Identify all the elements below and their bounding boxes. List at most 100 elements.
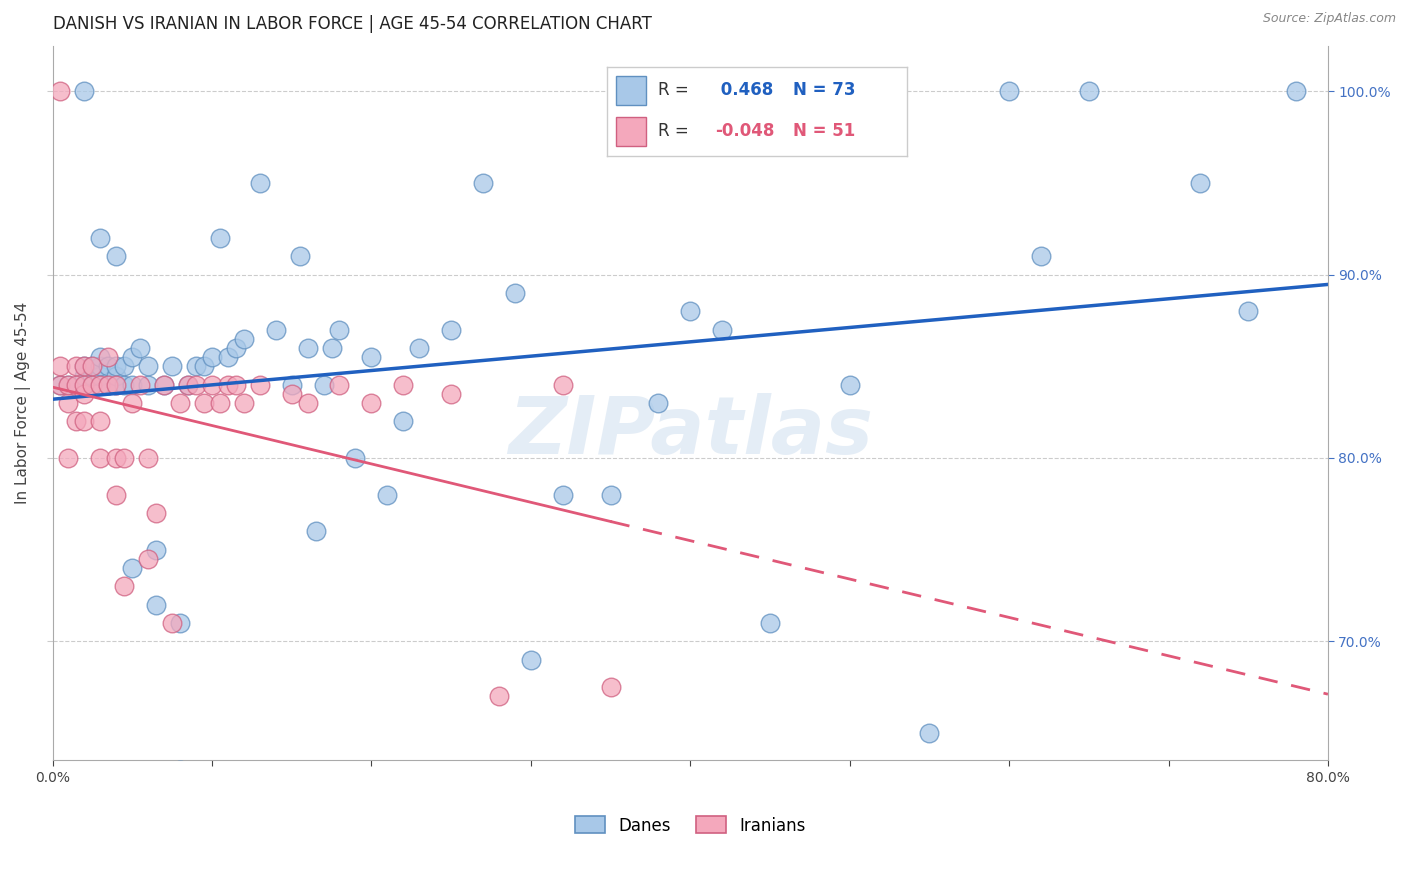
Point: [89, 414, 111, 428]
Point: [918, 726, 941, 740]
Point: [551, 488, 574, 502]
Point: [89, 368, 111, 383]
Y-axis label: In Labor Force | Age 45-54: In Labor Force | Age 45-54: [15, 301, 31, 504]
Text: Source: ZipAtlas.com: Source: ZipAtlas.com: [1263, 12, 1396, 25]
Point: [121, 561, 143, 575]
Point: [312, 377, 335, 392]
Text: ZIPatlas: ZIPatlas: [508, 392, 873, 471]
Point: [328, 323, 350, 337]
Point: [1237, 304, 1260, 318]
Point: [58, 377, 80, 392]
Point: [49, 85, 72, 99]
Point: [153, 377, 176, 392]
Point: [1077, 85, 1099, 99]
Point: [232, 396, 254, 410]
Point: [97, 350, 120, 364]
Point: [998, 85, 1021, 99]
Point: [264, 323, 287, 337]
Point: [129, 377, 152, 392]
Point: [344, 450, 367, 465]
Point: [73, 359, 96, 374]
Point: [838, 377, 860, 392]
Point: [65, 377, 87, 392]
Point: [136, 450, 159, 465]
Point: [73, 368, 96, 383]
Point: [73, 359, 96, 374]
Point: [58, 396, 80, 410]
Point: [599, 488, 621, 502]
Point: [82, 377, 104, 392]
Point: [136, 551, 159, 566]
Point: [551, 377, 574, 392]
Point: [169, 615, 191, 630]
Point: [89, 450, 111, 465]
Point: [711, 323, 734, 337]
Point: [440, 323, 463, 337]
Point: [225, 377, 247, 392]
Point: [73, 377, 96, 392]
Point: [249, 377, 271, 392]
Point: [177, 377, 200, 392]
Point: [488, 690, 510, 704]
Point: [208, 231, 231, 245]
Point: [65, 359, 87, 374]
Point: [169, 396, 191, 410]
Point: [184, 359, 207, 374]
Point: [288, 249, 311, 263]
Point: [472, 176, 495, 190]
Point: [73, 85, 96, 99]
Point: [73, 387, 96, 401]
Point: [193, 396, 215, 410]
Point: [112, 377, 135, 392]
Point: [201, 377, 224, 392]
Point: [105, 377, 128, 392]
Point: [112, 450, 135, 465]
Point: [392, 414, 415, 428]
Point: [65, 414, 87, 428]
Point: [520, 652, 543, 666]
Point: [1029, 249, 1052, 263]
Point: [184, 377, 207, 392]
Point: [392, 377, 415, 392]
Point: [112, 359, 135, 374]
Point: [360, 396, 382, 410]
Point: [105, 377, 128, 392]
Point: [49, 377, 72, 392]
Point: [89, 377, 111, 392]
Point: [121, 377, 143, 392]
Point: [97, 377, 120, 392]
Point: [193, 359, 215, 374]
Point: [160, 615, 183, 630]
Point: [160, 359, 183, 374]
Point: [232, 332, 254, 346]
Point: [217, 350, 239, 364]
Point: [297, 341, 319, 355]
Point: [73, 414, 96, 428]
Point: [82, 368, 104, 383]
Point: [121, 396, 143, 410]
Point: [280, 387, 302, 401]
Point: [1189, 176, 1212, 190]
Point: [121, 350, 143, 364]
Point: [145, 542, 167, 557]
Point: [304, 524, 326, 539]
Text: DANISH VS IRANIAN IN LABOR FORCE | AGE 45-54 CORRELATION CHART: DANISH VS IRANIAN IN LABOR FORCE | AGE 4…: [52, 15, 651, 33]
Point: [82, 359, 104, 374]
Point: [89, 350, 111, 364]
Point: [112, 579, 135, 593]
Point: [89, 359, 111, 374]
Point: [49, 377, 72, 392]
Point: [136, 359, 159, 374]
Point: [105, 368, 128, 383]
Point: [105, 249, 128, 263]
Point: [97, 359, 120, 374]
Point: [58, 377, 80, 392]
Point: [105, 359, 128, 374]
Point: [280, 377, 302, 392]
Point: [249, 176, 271, 190]
Point: [599, 680, 621, 694]
Point: [73, 377, 96, 392]
Point: [440, 387, 463, 401]
Point: [360, 350, 382, 364]
Point: [105, 488, 128, 502]
